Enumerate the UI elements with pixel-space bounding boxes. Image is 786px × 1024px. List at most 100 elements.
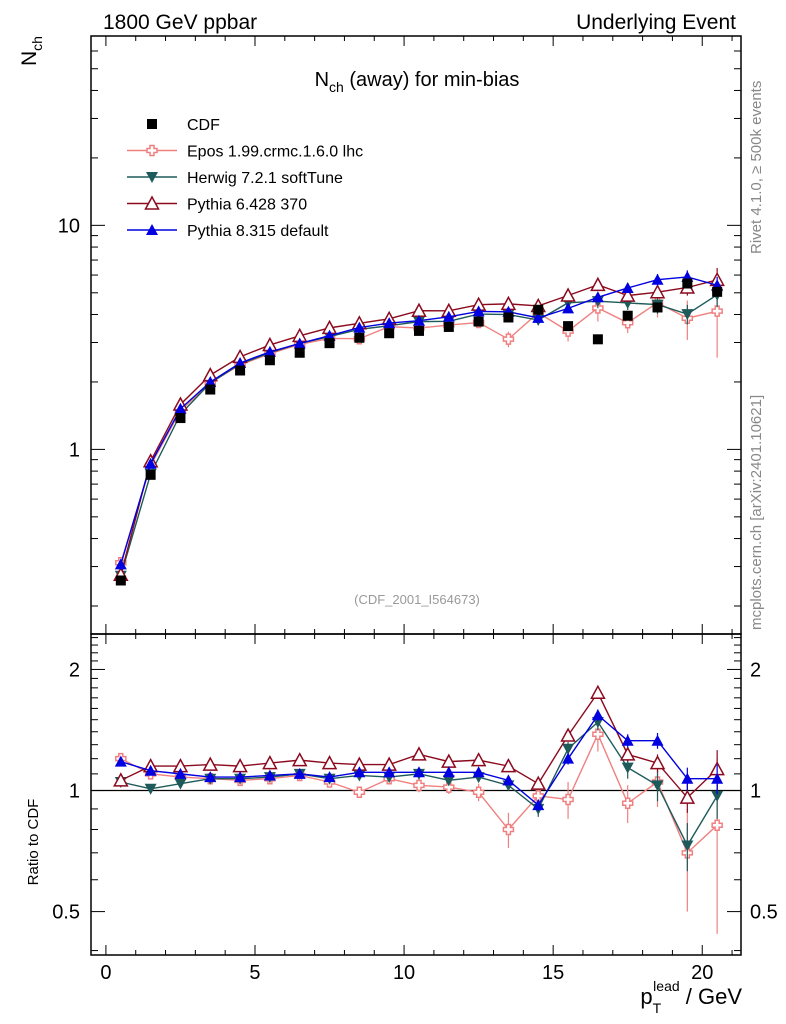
- x-tick-label: 20: [691, 962, 713, 984]
- y-tick-label: 10: [58, 215, 80, 237]
- cdf-point: [473, 316, 484, 327]
- ratio-point: [562, 743, 575, 755]
- main-point: [649, 284, 666, 299]
- y-tick-label: 1: [69, 439, 80, 461]
- main-series-layer: [113, 268, 725, 586]
- ratio-point: [681, 772, 694, 784]
- ratio-point: [590, 684, 606, 700]
- rivet-version-text: Rivet 4.1.0, ≥ 500k events: [748, 81, 765, 254]
- ratio-point: [711, 790, 724, 802]
- main-series-cdf: [115, 278, 723, 586]
- ratio-point: [470, 752, 487, 767]
- x-tick-label: 15: [542, 962, 564, 984]
- cdf-point: [294, 347, 305, 358]
- axis-tick-labels: 0 5 10 15 20 1 10 0.5 0.5 1 1 2 2: [52, 215, 778, 984]
- main-point: [174, 402, 187, 414]
- plot-title: Nch (away) for min-bias: [315, 69, 520, 95]
- main-point: [234, 357, 247, 369]
- cdf-point: [354, 332, 365, 343]
- main-point: [621, 317, 634, 329]
- main-point: [383, 317, 396, 329]
- ratio-series-pythia-2: [113, 684, 725, 813]
- cdf-point: [115, 575, 126, 586]
- main-point: [204, 376, 217, 388]
- legend-entry: Pythia 8.315 default: [127, 223, 329, 240]
- cdf-point: [622, 310, 633, 321]
- legend-marker: [144, 195, 160, 210]
- legend-label: CDF: [187, 117, 220, 134]
- ratio-point: [442, 775, 455, 787]
- legend-entry: Pythia 6.428 370: [127, 195, 307, 214]
- ratio-point: [500, 758, 517, 773]
- main-point: [621, 281, 634, 293]
- x-tick-label: 0: [100, 962, 111, 984]
- ratio-point: [502, 774, 515, 786]
- main-point: [560, 287, 576, 302]
- ratio-point: [174, 778, 187, 790]
- ratio-point: [263, 769, 276, 781]
- ratio-point: [651, 780, 664, 792]
- cdf-point: [264, 355, 275, 366]
- ratio-point: [681, 840, 694, 852]
- ratio-point: [144, 783, 157, 795]
- ratio-point: [592, 728, 604, 741]
- cdf-point: [205, 384, 216, 395]
- ratio-point: [560, 727, 576, 742]
- ratio-point: [711, 772, 724, 784]
- ratio-point: [651, 734, 664, 746]
- cdf-point: [682, 278, 693, 289]
- main-point: [144, 457, 157, 469]
- main-point: [323, 329, 336, 341]
- main-point: [442, 310, 455, 322]
- ratio-point: [472, 786, 485, 799]
- ratio-point: [144, 764, 157, 776]
- ratio-point: [114, 755, 127, 767]
- cdf-point: [443, 321, 454, 332]
- main-point: [472, 305, 485, 317]
- legend-marker: [147, 119, 157, 129]
- ratio-tick-label-right: 2: [750, 659, 761, 681]
- ratio-point: [621, 762, 634, 774]
- ratio-y-axis-label: Ratio to CDF: [25, 799, 42, 886]
- cdf-point: [652, 302, 663, 313]
- legend-marker: [146, 144, 158, 157]
- legend-label: Pythia 8.315 default: [187, 223, 329, 240]
- ratio-point: [562, 793, 574, 806]
- main-series-line: [120, 301, 718, 563]
- ratio-point: [472, 766, 485, 778]
- main-point: [263, 345, 276, 357]
- ratio-point: [353, 786, 366, 799]
- x-tick-label: 10: [393, 962, 415, 984]
- legend-entry: Epos 1.99.crmc.1.6.0 lhc: [127, 144, 363, 161]
- ratio-point: [262, 755, 278, 770]
- ratio-point: [621, 734, 634, 746]
- ratio-point: [411, 746, 427, 761]
- ratio-point: [679, 789, 696, 804]
- legend-marker: [146, 224, 158, 235]
- ratio-point: [413, 779, 425, 792]
- main-point: [353, 321, 366, 333]
- legend-marker: [146, 172, 158, 183]
- ratio-point: [321, 755, 338, 770]
- ratio-point: [383, 766, 396, 778]
- x-axis-label: pTlead / GeV: [640, 978, 742, 1016]
- ratio-panel-frame: [90, 633, 742, 956]
- cdf-point: [503, 312, 514, 323]
- legend-label: Pythia 6.428 370: [187, 197, 307, 214]
- ratio-point: [562, 752, 575, 764]
- header-left: 1800 GeV ppbar: [103, 11, 257, 34]
- cdf-point: [324, 338, 335, 349]
- cdf-point: [712, 286, 723, 297]
- ratio-point: [293, 767, 306, 779]
- ratio-point: [530, 775, 547, 790]
- x-tick-label: 5: [249, 962, 260, 984]
- cdf-point: [592, 334, 603, 345]
- ratio-point: [113, 772, 129, 787]
- ratio-point: [621, 797, 634, 809]
- ratio-tick-label: 1: [69, 781, 80, 803]
- ratio-tick-label: 0.5: [52, 902, 80, 924]
- main-point: [711, 305, 723, 317]
- cdf-point: [533, 304, 544, 315]
- main-point: [619, 287, 636, 302]
